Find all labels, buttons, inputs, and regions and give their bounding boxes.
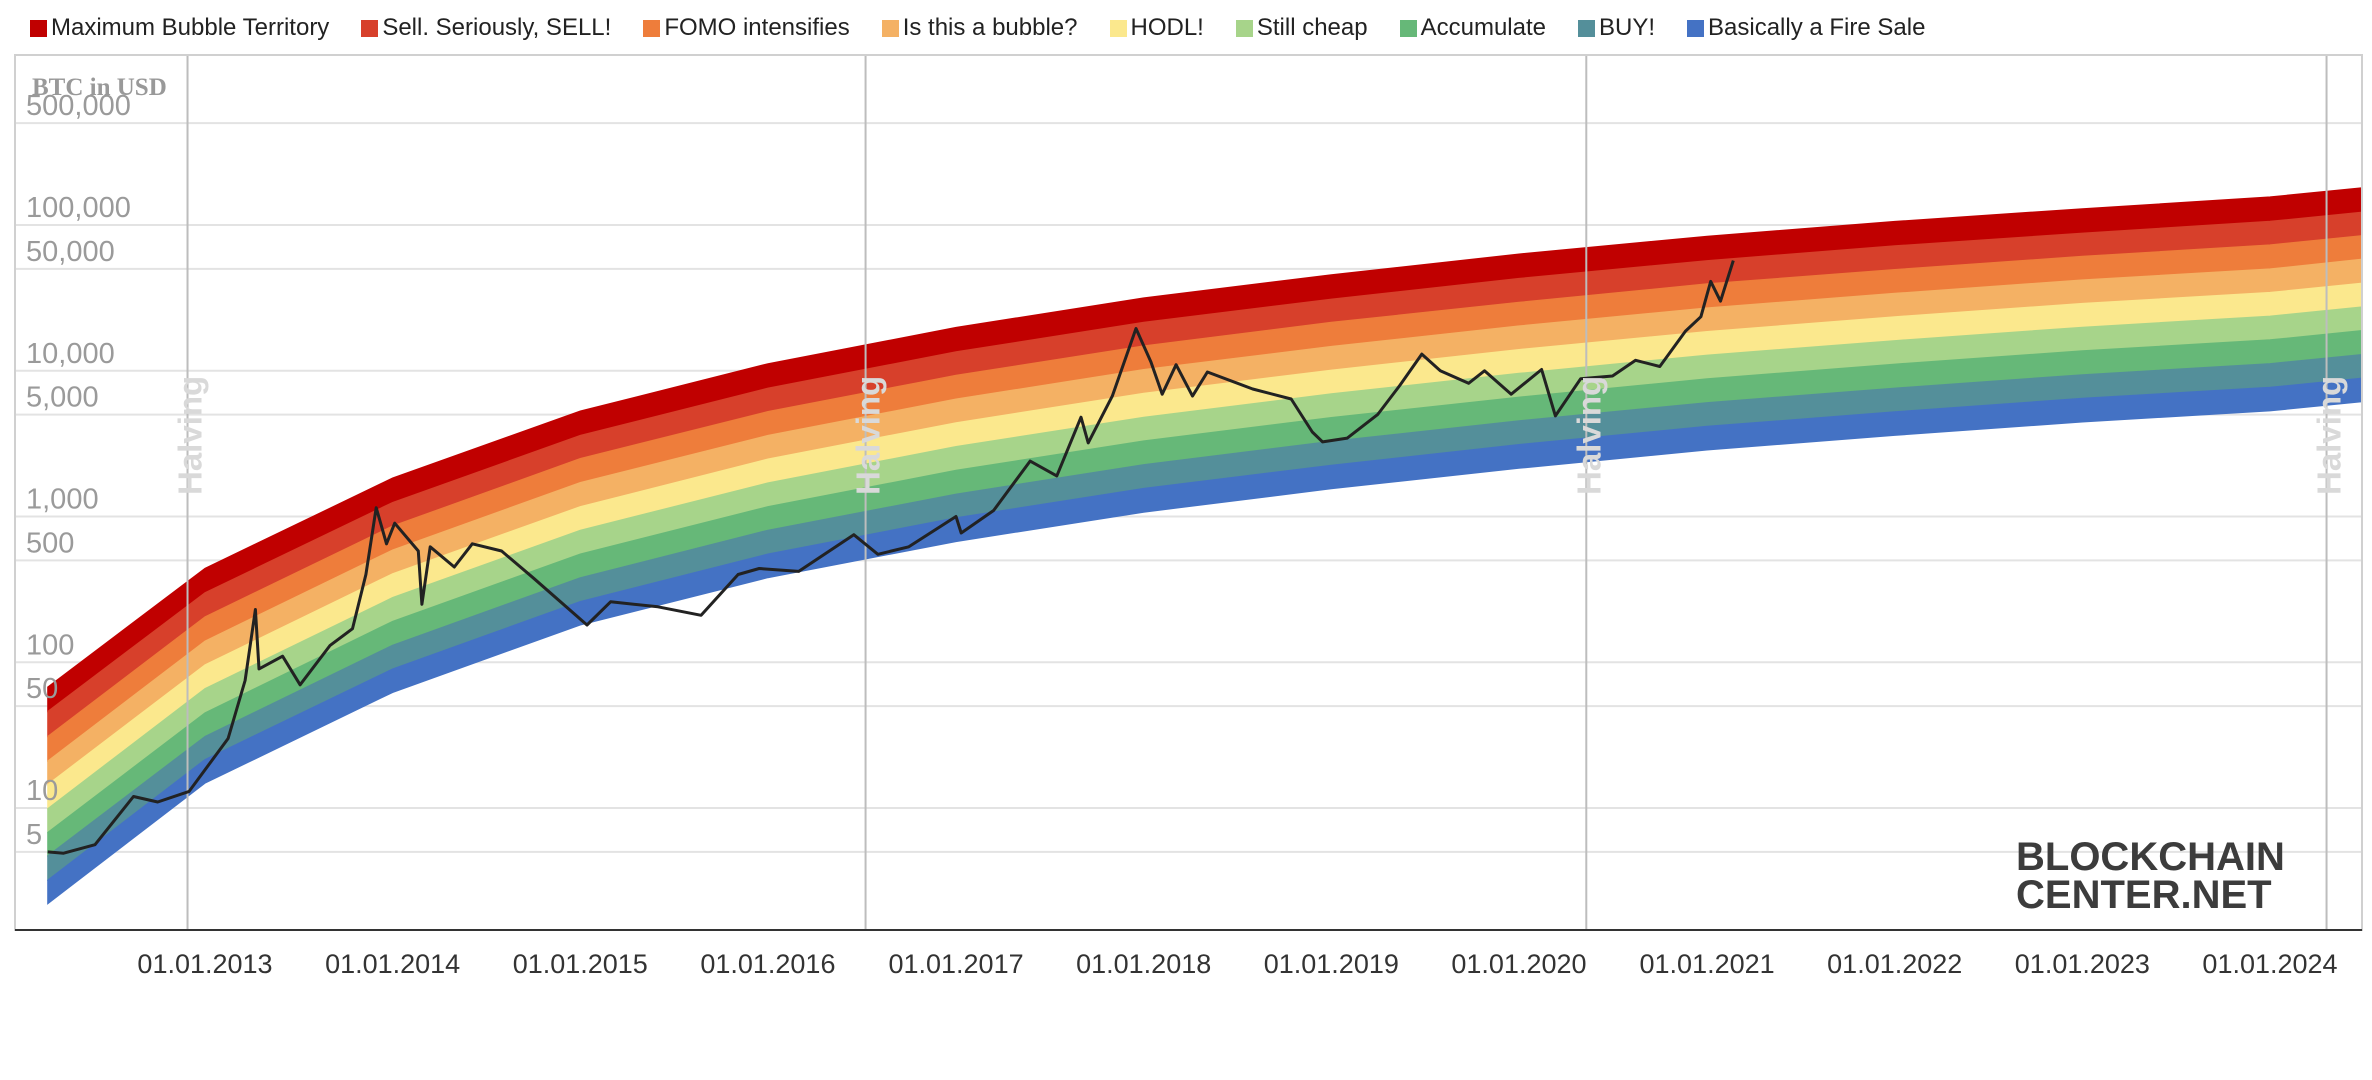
blockchaincenter-logo: BLOCKCHAIN CENTER.NET (2016, 835, 2316, 917)
legend-item: BUY! (1577, 14, 1655, 42)
legend-label: Accumulate (1420, 14, 1546, 41)
y-tick-label: 500,000 (26, 90, 131, 122)
x-tick-label: 01.01.2017 (888, 949, 1023, 979)
x-tick-label: 01.01.2024 (2202, 949, 2337, 979)
legend-swatch (1109, 19, 1127, 37)
legend-item: FOMO intensifies (643, 14, 850, 42)
y-tick-label: 100,000 (26, 192, 131, 224)
legend-swatch (1577, 19, 1595, 37)
legend-label: Is this a bubble? (902, 14, 1078, 41)
y-tick-label: 50,000 (26, 236, 115, 268)
legend-item: Is this a bubble? (881, 14, 1078, 42)
y-tick-label: 100 (26, 629, 74, 661)
logo-line-2: CENTER.NET (2016, 873, 2272, 917)
halving-lines (186, 55, 2328, 930)
halving-label: Halving (2311, 376, 2348, 495)
band-8 (47, 377, 2362, 905)
y-tick-label: 50 (26, 673, 58, 705)
legend-item: Sell. Seriously, SELL! (361, 14, 611, 42)
legend-item: Maximum Bubble Territory (30, 14, 329, 42)
x-tick-label: 01.01.2014 (325, 949, 460, 979)
chart-legend: Maximum Bubble Territory Sell. Seriously,… (30, 12, 1957, 44)
legend-swatch (643, 19, 661, 37)
price-line (47, 260, 1735, 855)
y-tick-label: 10,000 (26, 338, 115, 370)
legend-label: Still cheap (1256, 14, 1368, 41)
x-tick-label: 01.01.2022 (1827, 949, 1962, 979)
legend-label: HODL! (1130, 14, 1204, 41)
legend-item: Accumulate (1399, 14, 1546, 42)
legend-label: Maximum Bubble Territory (51, 14, 330, 41)
x-tick-label: 01.01.2021 (1640, 949, 1775, 979)
x-tick-label: 01.01.2018 (1076, 949, 1211, 979)
legend-swatch (1687, 19, 1704, 37)
y-tick-label: 5,000 (26, 382, 99, 414)
legend-item: HODL! (1109, 14, 1204, 42)
y-tick-label: 10 (26, 775, 58, 807)
legend-swatch (881, 19, 899, 37)
halving-label: Halving (850, 376, 887, 495)
legend-item: Basically a Fire Sale (1687, 14, 1925, 42)
halving-label: Halving (1570, 376, 1607, 495)
x-tick-label: 01.01.2015 (513, 949, 648, 979)
legend-swatch (1235, 19, 1253, 37)
price-series (47, 260, 1735, 855)
rainbow-bands (47, 187, 2362, 905)
y-tick-label: 1,000 (26, 484, 99, 516)
x-tick-label: 01.01.2019 (1264, 949, 1399, 979)
legend-swatch (1399, 19, 1417, 37)
legend-label: FOMO intensifies (664, 14, 850, 41)
y-tick-label: 500 (26, 527, 74, 559)
legend-label: Basically a Fire Sale (1708, 14, 1926, 41)
x-axis: 01.01.2013 01.01.2014 01.01.2015 01.01.2016… (14, 54, 2363, 979)
halving-label: Halving (172, 376, 209, 495)
x-tick-label: 01.01.2013 (137, 949, 272, 979)
legend-swatch (361, 19, 379, 37)
logo-line-1: BLOCKCHAIN (2016, 835, 2285, 879)
halving-annotations: Halving Halving Halving Halving (172, 376, 2348, 495)
legend-swatch (30, 19, 47, 37)
legend-label: BUY! (1598, 14, 1655, 41)
x-tick-label: 01.01.2016 (700, 949, 835, 979)
legend-label: Sell. Seriously, SELL! (382, 14, 612, 41)
y-axis-title: BTC in USD (32, 74, 167, 101)
x-tick-label: 01.01.2023 (2015, 949, 2150, 979)
x-tick-label: 01.01.2020 (1451, 949, 1586, 979)
y-tick-label: 5 (26, 819, 42, 851)
y-axis: 5 10 50 100 500 1,000 5,000 10,000 50,000 100,000… (26, 90, 131, 851)
legend-item: Still cheap (1235, 14, 1368, 42)
